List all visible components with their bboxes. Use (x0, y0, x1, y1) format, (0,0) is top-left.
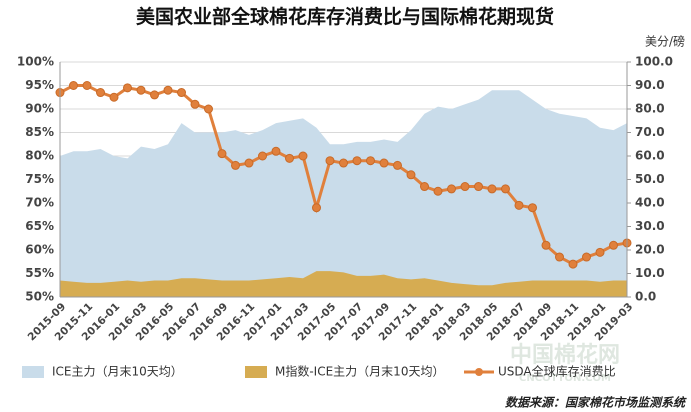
line-marker (285, 153, 294, 163)
line-marker (420, 182, 429, 192)
y-tick-label: 100% (17, 55, 54, 69)
source-note: 数据来源：国家棉花市场监测系统 (505, 396, 687, 410)
line-marker (123, 83, 132, 93)
line-marker (339, 158, 348, 168)
y2-tick-label: 0.0 (635, 290, 656, 304)
area (60, 271, 627, 297)
y2-unit: 美分/磅 (645, 34, 685, 49)
line-marker (190, 99, 200, 109)
y2-tick-label: 20.0 (635, 243, 665, 257)
line-marker (271, 146, 281, 156)
watermark: 中国棉花网 (510, 342, 620, 368)
line-marker (298, 151, 308, 161)
line-marker (379, 158, 389, 168)
y2-tick-label: 40.0 (635, 196, 665, 210)
y-tick-label: 70% (25, 196, 54, 210)
legend-label: USDA全球库存消费比 (498, 364, 616, 379)
y2-tick-label: 60.0 (635, 149, 665, 163)
line-marker (541, 240, 551, 250)
line-marker (595, 247, 605, 257)
y-tick-label: 85% (25, 125, 54, 139)
area (60, 90, 627, 297)
watermark-url: CNCOTTON.COM (519, 373, 611, 384)
legend-swatch (22, 366, 44, 378)
y2-tick-label: 100.0 (635, 55, 673, 69)
line-marker (366, 156, 375, 166)
line-marker (177, 88, 186, 98)
line-marker (96, 88, 105, 98)
line-marker (568, 259, 578, 269)
line-marker (447, 184, 456, 194)
line-marker (528, 203, 537, 213)
line-marker (352, 156, 362, 166)
y-tick-label: 50% (25, 290, 54, 304)
line-marker (136, 85, 146, 95)
line-marker (406, 170, 416, 180)
line-marker (204, 104, 213, 114)
line-marker (501, 184, 510, 194)
legend-label: ICE主力（月末10天均） (52, 365, 183, 379)
plot (55, 81, 632, 297)
y-tick-label: 90% (25, 102, 54, 116)
chart-title: 美国农业部全球棉花库存消费比与国际棉花期现货 (136, 5, 554, 28)
line-marker (82, 81, 92, 90)
line-marker (258, 151, 267, 161)
line-marker (150, 90, 159, 100)
line-marker (109, 92, 119, 102)
line-marker (244, 158, 254, 168)
y2-tick-label: 50.0 (635, 172, 665, 186)
y2-tick-label: 90.0 (635, 78, 665, 92)
y2-tick-label: 80.0 (635, 102, 665, 116)
line-marker (609, 240, 618, 250)
line-marker (487, 184, 497, 194)
legend-swatch (475, 368, 483, 376)
line-marker (312, 203, 321, 213)
line-marker (231, 160, 240, 170)
y-tick-label: 95% (25, 78, 54, 92)
y2-tick-label: 10.0 (635, 266, 665, 280)
line-marker (325, 156, 335, 166)
line-marker (460, 182, 470, 192)
line-marker (433, 186, 443, 196)
y-tick-label: 55% (25, 266, 54, 280)
y-tick-label: 65% (25, 219, 54, 233)
y2-tick-label: 30.0 (635, 219, 665, 233)
line-marker (514, 200, 524, 210)
line-marker (69, 81, 78, 90)
line-marker (474, 182, 483, 192)
y2-tick-label: 70.0 (635, 125, 665, 139)
legend-label: M指数-ICE主力（月末10天均） (275, 364, 444, 379)
line-marker (217, 149, 227, 159)
line-marker (582, 252, 591, 262)
line-marker (393, 160, 402, 170)
line-marker (555, 252, 564, 262)
y-tick-label: 80% (25, 149, 54, 163)
legend-swatch (245, 366, 267, 378)
line-marker (163, 85, 173, 95)
y-tick-label: 75% (25, 172, 54, 186)
y-tick-label: 60% (25, 243, 54, 257)
